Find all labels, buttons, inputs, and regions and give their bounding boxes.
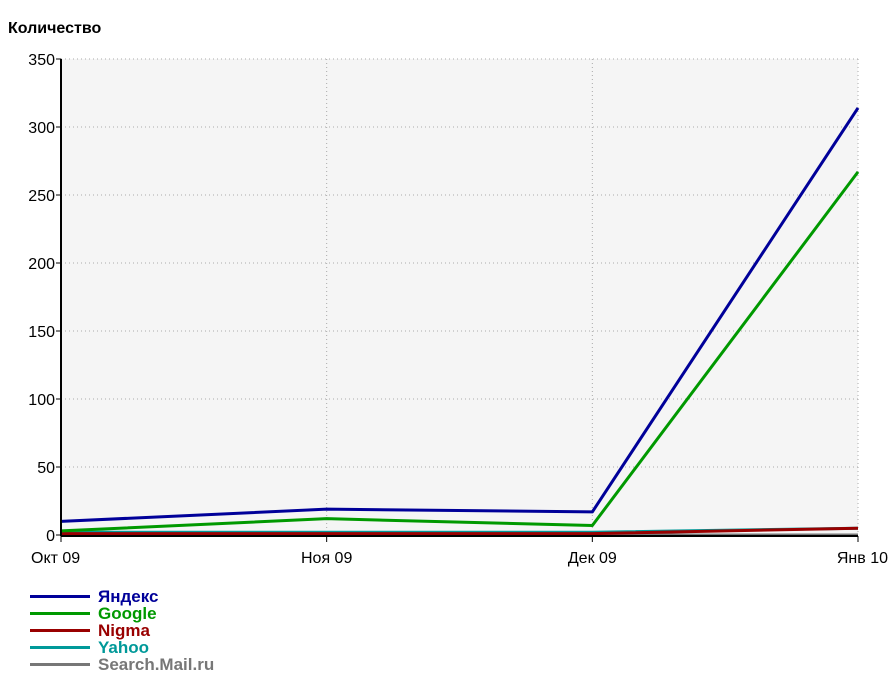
legend-swatch [30, 646, 90, 649]
y-tick-label: 300 [28, 120, 55, 137]
chart-title: Количество [8, 20, 101, 37]
y-tick-label: 250 [28, 188, 55, 205]
legend-item: Search.Mail.ru [30, 656, 214, 673]
legend-swatch [30, 612, 90, 615]
legend: Яндекс Google Nigma Yahoo Search.Mail.ru [30, 588, 214, 673]
y-tick-label: 100 [28, 392, 55, 409]
x-tick-label: Окт 09 [31, 550, 80, 567]
x-tick-label: Ноя 09 [301, 550, 352, 567]
y-tick-label: 350 [28, 52, 55, 69]
x-tick-labels: Окт 09 Ноя 09 Дек 09 Янв 10 [31, 550, 888, 567]
y-tick-label: 150 [28, 324, 55, 341]
legend-label: Яндекс [98, 588, 158, 605]
legend-item: Yahoo [30, 639, 214, 656]
x-tick-label: Янв 10 [837, 550, 888, 567]
y-tick-labels: 0 50 100 150 200 250 300 350 [28, 52, 55, 545]
legend-swatch [30, 663, 90, 666]
plot-area [61, 59, 858, 535]
legend-label: Yahoo [98, 639, 149, 656]
legend-item: Nigma [30, 622, 214, 639]
x-tick-label: Дек 09 [568, 550, 617, 567]
y-tick-label: 200 [28, 256, 55, 273]
y-tick-label: 0 [46, 528, 55, 545]
legend-label: Google [98, 605, 157, 622]
legend-swatch [30, 595, 90, 598]
y-tick-label: 50 [37, 460, 55, 477]
legend-label: Nigma [98, 622, 150, 639]
legend-swatch [30, 629, 90, 632]
legend-item: Google [30, 605, 214, 622]
legend-label: Search.Mail.ru [98, 656, 214, 673]
legend-item: Яндекс [30, 588, 214, 605]
